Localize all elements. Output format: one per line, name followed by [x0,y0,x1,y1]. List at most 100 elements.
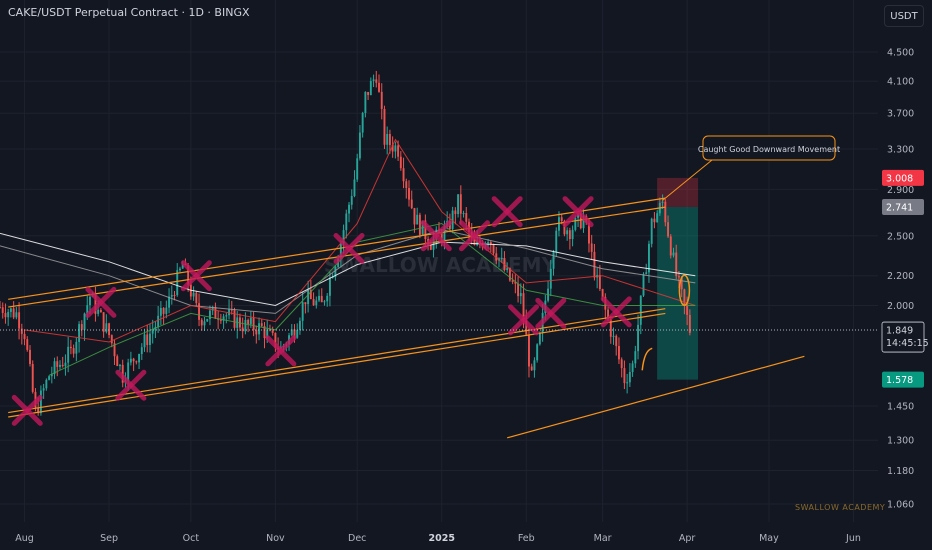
candle-body [309,289,312,300]
stop-loss-zone [657,177,699,207]
candle-body [328,277,331,296]
candle-body [165,307,168,314]
candle-body [579,213,582,229]
candle-body [67,346,70,363]
candle-body [15,312,18,318]
candle-body [607,309,610,320]
candle-body [12,308,15,318]
candle-body [391,144,394,152]
candle-body [459,194,462,214]
candle-body [653,218,656,223]
candle-body [209,310,211,320]
candle-body [348,204,350,214]
candle-body [151,330,154,334]
candle-body [536,344,539,361]
x-marker [491,196,523,228]
candle-body [176,270,179,296]
candle-body [20,328,23,334]
candle-body [119,364,121,367]
candle-body [639,295,642,325]
candle-body [675,252,678,277]
candle-body [78,324,81,342]
x-tick-label: Nov [266,533,285,544]
candle-body [83,313,86,330]
chart-title: CAKE/USDT Perpetual Contract · 1D · BING… [8,6,250,19]
candle-body [612,335,615,337]
x-tick-label: Apr [679,533,696,544]
candle-body [519,293,522,297]
x-marker-stroke [265,335,297,367]
x-marker [180,260,212,292]
candle-body [380,91,383,109]
candle-body [623,368,626,384]
candle-body [408,188,410,200]
current-price-label: 1.849 [886,326,913,337]
candle-body [372,79,375,81]
candle-body [530,366,533,371]
annotation-text: Caught Good Downward Movement [698,145,840,154]
candle-body [397,145,400,157]
y-tick-label: 1.450 [887,402,914,413]
candle-body [72,348,75,354]
candle-body [648,243,650,273]
x-marker-stroke [85,286,117,318]
candle-body [375,79,378,83]
candle-body [290,329,293,336]
x-marker-stroke [180,260,212,292]
candle-body [628,371,631,383]
candle-body [571,229,574,240]
candle-body [0,307,1,309]
x-marker [600,296,632,328]
x-tick-label: Dec [348,533,366,544]
candle-body [680,277,683,290]
candle-body [568,230,571,240]
target-price-label: 1.578 [886,375,913,386]
candle-body [69,346,72,349]
candle-body [667,222,669,237]
candle-body [358,132,361,159]
candle-body [399,156,402,169]
candle-body [266,329,269,338]
candle-body [574,217,577,230]
candle-body [620,359,623,369]
moving-average-3 [24,138,696,343]
candle-body [241,327,244,332]
candle-body [173,295,176,297]
candle-body [506,268,509,270]
candle-body [626,382,629,384]
candle-body [642,274,645,296]
candle-body [416,214,419,225]
candle-body [522,293,525,321]
candle-body [364,91,367,113]
candle-body [677,276,680,278]
candle-body [39,390,42,414]
x-marker [85,286,117,318]
candle-body [258,323,260,335]
y-tick-label: 1.300 [887,436,914,447]
x-marker-stroke [491,196,523,228]
current-price-outline [881,321,925,353]
candle-body [64,362,67,367]
candle-body [230,309,233,311]
candle-body [350,196,353,205]
candle-body [168,296,171,308]
candle-body [672,252,675,256]
candle-body [140,347,143,354]
orange-ellipse-1 [678,274,691,307]
candle-body [18,312,21,329]
candle-body [181,264,184,269]
candle-body [132,358,135,362]
moving-average-4 [48,222,696,376]
candle-body [89,296,91,306]
orange-curve [641,347,653,371]
candle-body [669,236,672,256]
candle-body [560,217,563,222]
currency-button[interactable]: USDT [884,5,924,27]
moving-average-1 [0,232,696,307]
candle-body [247,319,250,325]
annotation-box [702,135,836,161]
x-marker-stroke [333,233,365,265]
candle-body [105,323,108,332]
candle-body [238,317,241,328]
